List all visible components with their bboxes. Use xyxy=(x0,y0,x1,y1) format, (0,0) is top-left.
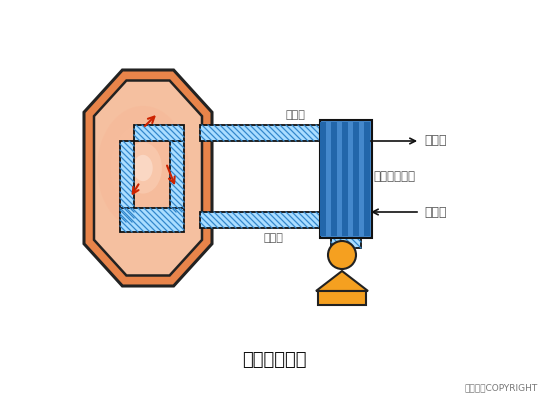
Bar xyxy=(200,212,340,228)
Ellipse shape xyxy=(97,106,189,230)
Text: 热泥出: 热泥出 xyxy=(285,110,305,120)
Ellipse shape xyxy=(133,155,153,181)
Bar xyxy=(353,122,359,236)
Circle shape xyxy=(328,241,356,269)
Bar xyxy=(318,291,366,305)
Bar xyxy=(120,141,134,222)
Text: 水力循环摔拌: 水力循环摔拌 xyxy=(242,351,306,369)
Text: 热水出: 热水出 xyxy=(424,205,447,219)
Bar xyxy=(364,122,370,236)
Bar xyxy=(331,120,361,248)
Text: 东方仿真COPYRIGHT: 东方仿真COPYRIGHT xyxy=(465,383,538,392)
Text: 冷泥进: 冷泥进 xyxy=(263,233,283,243)
Polygon shape xyxy=(84,70,212,286)
Polygon shape xyxy=(316,271,368,291)
Polygon shape xyxy=(94,80,202,275)
Text: 负旋板换热器: 负旋板换热器 xyxy=(373,170,415,183)
Bar xyxy=(170,141,184,212)
Bar xyxy=(320,122,326,236)
Bar xyxy=(120,208,184,232)
Text: 冷水出: 冷水出 xyxy=(424,135,447,148)
Bar xyxy=(320,120,372,238)
Bar xyxy=(342,122,348,236)
Bar xyxy=(200,125,340,141)
Bar xyxy=(331,122,336,236)
Bar xyxy=(134,125,184,141)
Ellipse shape xyxy=(124,142,162,193)
Ellipse shape xyxy=(111,124,175,212)
